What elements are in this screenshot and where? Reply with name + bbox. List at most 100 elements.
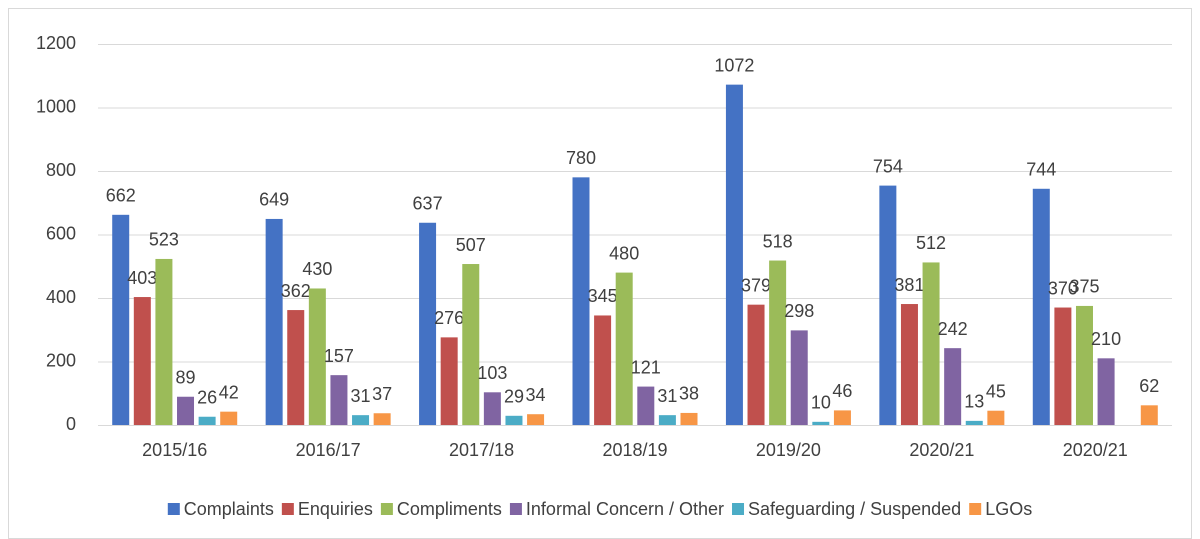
data-label: 754 bbox=[873, 156, 903, 176]
y-tick-label: 600 bbox=[46, 223, 76, 243]
data-label: 512 bbox=[916, 233, 946, 253]
y-tick-label: 200 bbox=[46, 350, 76, 370]
data-label: 518 bbox=[763, 231, 793, 251]
bar bbox=[373, 413, 391, 425]
data-label: 242 bbox=[938, 319, 968, 339]
data-label: 649 bbox=[259, 190, 289, 210]
data-label: 103 bbox=[477, 363, 507, 383]
data-label: 210 bbox=[1091, 329, 1121, 349]
data-label: 430 bbox=[302, 259, 332, 279]
data-label: 62 bbox=[1139, 376, 1159, 396]
legend-label: LGOs bbox=[985, 499, 1032, 519]
x-tick-label: 2016/17 bbox=[296, 440, 361, 460]
legend-swatch bbox=[732, 503, 745, 515]
y-tick-label: 0 bbox=[66, 414, 76, 434]
bar bbox=[265, 218, 283, 425]
data-label: 362 bbox=[281, 281, 311, 301]
data-label: 375 bbox=[1069, 277, 1099, 297]
bar bbox=[1097, 358, 1115, 425]
bar bbox=[769, 260, 787, 425]
data-label: 379 bbox=[741, 275, 771, 295]
bar bbox=[1054, 307, 1072, 425]
data-label: 780 bbox=[566, 148, 596, 168]
bar bbox=[615, 272, 633, 425]
data-label: 34 bbox=[526, 385, 546, 405]
legend-label: Informal Concern / Other bbox=[526, 499, 724, 519]
bar bbox=[833, 410, 851, 425]
legend-swatch bbox=[969, 503, 982, 515]
data-label: 744 bbox=[1026, 160, 1056, 180]
legend-label: Compliments bbox=[397, 499, 502, 519]
bar bbox=[1075, 305, 1093, 425]
bar bbox=[680, 412, 698, 425]
bar bbox=[594, 315, 612, 425]
bar bbox=[812, 421, 830, 425]
x-tick-label: 2018/19 bbox=[602, 440, 667, 460]
y-tick-label: 1200 bbox=[36, 33, 76, 53]
bar bbox=[198, 416, 216, 425]
bar bbox=[112, 214, 130, 425]
data-label: 345 bbox=[588, 286, 618, 306]
bar bbox=[177, 396, 195, 425]
legend-swatch bbox=[167, 503, 180, 515]
data-label: 26 bbox=[197, 387, 217, 407]
bar bbox=[483, 392, 501, 425]
data-label: 29 bbox=[504, 387, 524, 407]
data-label: 276 bbox=[434, 308, 464, 328]
data-label: 46 bbox=[832, 381, 852, 401]
data-label: 157 bbox=[324, 346, 354, 366]
data-label: 370 bbox=[1048, 278, 1078, 298]
data-label: 31 bbox=[657, 386, 677, 406]
legend-swatch bbox=[281, 503, 294, 515]
legend-label: Complaints bbox=[184, 499, 274, 519]
bar bbox=[505, 415, 523, 425]
data-label: 523 bbox=[149, 230, 179, 250]
x-tick-label: 2020/21 bbox=[909, 440, 974, 460]
bar bbox=[462, 264, 480, 425]
bar bbox=[330, 375, 348, 425]
bar bbox=[790, 330, 808, 425]
bar bbox=[440, 337, 458, 425]
bar bbox=[419, 222, 437, 425]
bar bbox=[308, 288, 326, 425]
x-tick-label: 2017/18 bbox=[449, 440, 514, 460]
data-label: 45 bbox=[986, 381, 1006, 401]
data-label: 42 bbox=[219, 382, 239, 402]
data-label: 1072 bbox=[714, 55, 754, 75]
bar bbox=[879, 185, 897, 425]
chart-border bbox=[8, 8, 1192, 539]
bar bbox=[987, 410, 1005, 425]
x-tick-label: 2019/20 bbox=[756, 440, 821, 460]
x-tick-label: 2020/21 bbox=[1063, 440, 1128, 460]
bar bbox=[900, 304, 918, 425]
y-tick-label: 800 bbox=[46, 160, 76, 180]
x-tick-label: 2015/16 bbox=[142, 440, 207, 460]
data-label: 480 bbox=[609, 243, 639, 263]
y-tick-label: 400 bbox=[46, 287, 76, 307]
data-label: 37 bbox=[372, 384, 392, 404]
data-label: 13 bbox=[964, 392, 984, 412]
y-tick-label: 1000 bbox=[36, 96, 76, 116]
data-label: 31 bbox=[351, 386, 371, 406]
bar bbox=[965, 420, 983, 425]
bar bbox=[637, 386, 655, 425]
data-label: 10 bbox=[811, 393, 831, 413]
bar bbox=[155, 258, 173, 425]
data-label: 507 bbox=[456, 235, 486, 255]
data-label: 89 bbox=[175, 367, 195, 387]
bar bbox=[133, 297, 151, 425]
data-label: 637 bbox=[413, 194, 443, 214]
bar bbox=[725, 84, 743, 425]
legend-swatch bbox=[380, 503, 393, 515]
data-label: 662 bbox=[106, 186, 136, 206]
data-label: 298 bbox=[784, 301, 814, 321]
legend-swatch bbox=[509, 503, 522, 515]
bar bbox=[922, 262, 940, 425]
bar bbox=[658, 415, 676, 425]
legend-label: Safeguarding / Suspended bbox=[748, 499, 961, 519]
legend-label: Enquiries bbox=[298, 499, 373, 519]
data-label: 403 bbox=[127, 268, 157, 288]
bar bbox=[220, 411, 238, 425]
data-label: 381 bbox=[894, 275, 924, 295]
